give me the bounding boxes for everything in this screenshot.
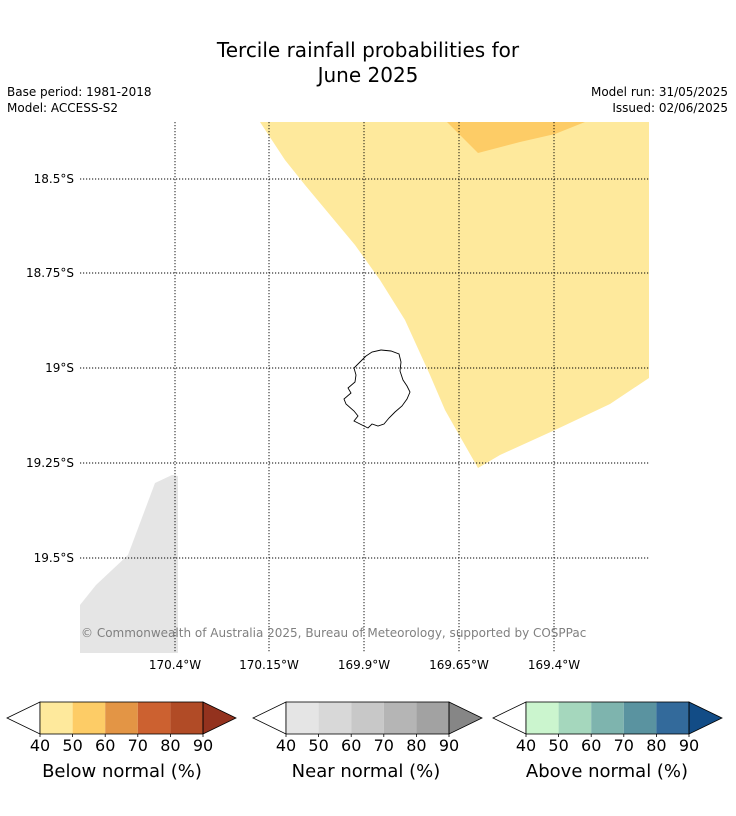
lat-label: 19.5°S bbox=[34, 551, 74, 565]
model-run: Model run: 31/05/2025 bbox=[590, 85, 728, 99]
colorbar-outline bbox=[39, 701, 204, 735]
colorbar-outline bbox=[525, 701, 690, 735]
lon-label: 169.9°W bbox=[338, 658, 390, 672]
lat-label: 19°S bbox=[45, 361, 74, 375]
lon-labels: 170.4°W 170.15°W 169.9°W 169.65°W 169.4°… bbox=[149, 658, 580, 672]
colorbar-segment bbox=[656, 702, 689, 734]
colorbar-above-normal: 40 50 60 70 80 90 bbox=[492, 701, 723, 755]
colorbar-tick-label: 70 bbox=[128, 736, 148, 755]
colorbar-tick-label: 40 bbox=[516, 736, 536, 755]
colorbar-over-triangle bbox=[202, 701, 237, 735]
colorbar-tick-label: 80 bbox=[160, 736, 180, 755]
colorbar-tick-label: 80 bbox=[406, 736, 426, 755]
title-line-2: June 2025 bbox=[317, 63, 419, 87]
colorbar-tick-label: 90 bbox=[193, 736, 213, 755]
colorbar-near-normal: 40 50 60 70 80 90 bbox=[252, 701, 483, 755]
colorbar-under-triangle bbox=[492, 701, 527, 735]
colorbar-tick-label: 50 bbox=[308, 736, 328, 755]
island-outline bbox=[343, 349, 411, 429]
near-normal-40-50-region bbox=[80, 475, 178, 653]
lon-label: 169.4°W bbox=[528, 658, 580, 672]
lat-label: 18.5°S bbox=[34, 172, 74, 186]
meta-left: Base period: 1981-2018 Model: ACCESS-S2 bbox=[7, 84, 152, 116]
colorbar-segment bbox=[526, 702, 559, 734]
colorbar-tick-label: 60 bbox=[341, 736, 361, 755]
legend-label-above: Above normal (%) bbox=[525, 761, 689, 782]
lat-label: 18.75°S bbox=[26, 266, 74, 280]
graticule bbox=[80, 122, 649, 653]
title-line-1: Tercile rainfall probabilities for bbox=[216, 38, 520, 62]
colorbar-segment bbox=[351, 702, 384, 734]
colorbar-tick-label: 50 bbox=[62, 736, 82, 755]
lon-label: 170.4°W bbox=[149, 658, 201, 672]
colorbar-segment bbox=[170, 702, 203, 734]
colorbar-outline bbox=[285, 701, 450, 735]
colorbar-over-triangle bbox=[448, 701, 483, 735]
meta-right: Model run: 31/05/2025 Issued: 02/06/2025 bbox=[591, 84, 728, 116]
colorbar-over-triangle bbox=[688, 701, 723, 735]
legend-label-near: Near normal (%) bbox=[291, 761, 441, 782]
issued-date: Issued: 02/06/2025 bbox=[612, 101, 728, 115]
colorbar-below-normal: 40 50 60 70 80 90 bbox=[6, 701, 237, 755]
colorbar-segment bbox=[286, 702, 319, 734]
colorbar-tick-label: 60 bbox=[95, 736, 115, 755]
below-normal-40-50-region bbox=[260, 122, 649, 468]
colorbar-tick-label: 50 bbox=[548, 736, 568, 755]
colorbar-tick-label: 40 bbox=[276, 736, 296, 755]
lat-labels: 18.5°S 18.75°S 19°S 19.25°S 19.5°S bbox=[26, 172, 74, 565]
colorbar-segment bbox=[137, 702, 171, 734]
colorbar-segment bbox=[72, 702, 106, 734]
lon-label: 169.65°W bbox=[429, 658, 489, 672]
colorbar-tick-label: 90 bbox=[679, 736, 699, 755]
chart-title: Tercile rainfall probabilities for June … bbox=[0, 38, 736, 88]
base-period: Base period: 1981-2018 bbox=[7, 85, 152, 99]
colorbar-under-triangle bbox=[6, 701, 41, 735]
legend-label-below: Below normal (%) bbox=[42, 761, 202, 782]
colorbar-segment bbox=[105, 702, 138, 734]
colorbar-segment bbox=[558, 702, 592, 734]
below-normal-50-60-region bbox=[447, 122, 585, 153]
colorbar-segment bbox=[383, 702, 417, 734]
colorbar-segment bbox=[318, 702, 352, 734]
colorbar-tick-label: 60 bbox=[581, 736, 601, 755]
colorbar-tick-label: 70 bbox=[374, 736, 394, 755]
model-name: Model: ACCESS-S2 bbox=[7, 101, 119, 115]
colorbar-tick-label: 90 bbox=[439, 736, 459, 755]
colorbar-tick-label: 40 bbox=[30, 736, 50, 755]
colorbar-tick-label: 80 bbox=[646, 736, 666, 755]
colorbar-tick-label: 70 bbox=[614, 736, 634, 755]
copyright-text: © Commonwealth of Australia 2025, Bureau… bbox=[81, 626, 586, 640]
lat-label: 19.25°S bbox=[26, 456, 74, 470]
colorbar-segment bbox=[591, 702, 624, 734]
colorbar-segment bbox=[623, 702, 657, 734]
lon-label: 170.15°W bbox=[239, 658, 299, 672]
colorbar-under-triangle bbox=[252, 701, 287, 735]
colorbar-segment bbox=[40, 702, 73, 734]
map-panel: © Commonwealth of Australia 2025, Bureau… bbox=[80, 122, 649, 653]
colorbar-segment bbox=[416, 702, 449, 734]
